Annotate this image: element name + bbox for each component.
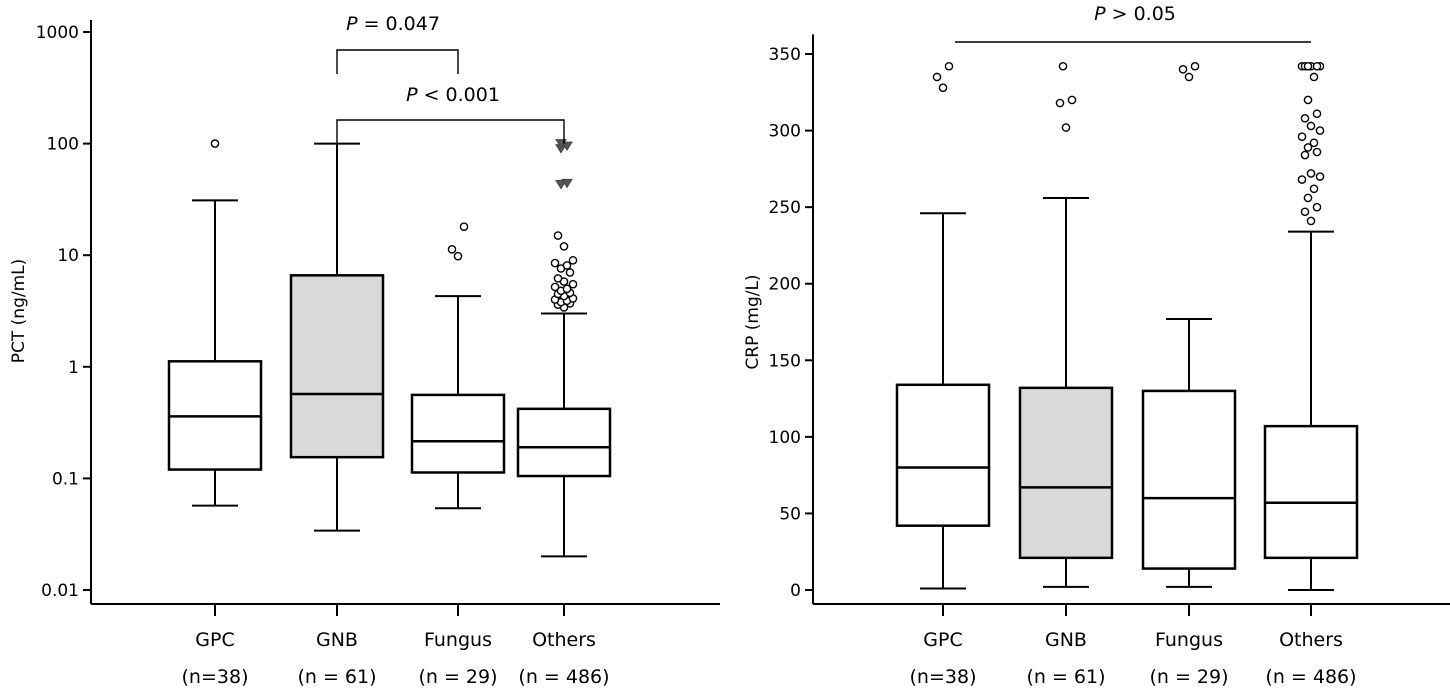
right-y-tick-label: 0 — [790, 581, 801, 601]
left-group-size-label: (n = 61) — [297, 666, 376, 688]
left-outlier — [553, 274, 563, 283]
left-y-tick-label: 0.1 — [52, 469, 79, 489]
left-outlier — [553, 231, 563, 240]
right-outlier — [1309, 138, 1319, 148]
right-outlier — [1303, 61, 1313, 71]
left-y-tick-label: 1000 — [36, 23, 79, 43]
right-outlier — [1315, 126, 1325, 135]
right-box-gpc — [895, 383, 991, 527]
left-category-label: GPC — [195, 629, 234, 651]
right-outlier — [1309, 72, 1319, 82]
right-outlier — [1306, 216, 1316, 226]
left-outlier — [459, 222, 469, 232]
right-outlier — [1055, 98, 1065, 108]
left-group-size-label: (n = 29) — [418, 666, 497, 688]
left-y-axis-title: PCT (ng/mL) — [9, 259, 29, 364]
left-outlier-triangle — [561, 178, 573, 189]
left-outlier — [565, 268, 575, 277]
right-y-tick-label: 300 — [769, 122, 801, 142]
right-outlier — [1303, 143, 1313, 152]
right-y-tick-label: 100 — [769, 428, 801, 448]
right-outlier — [1306, 121, 1316, 131]
left-box-fungus — [410, 393, 506, 474]
left-y-tick-label: 0.01 — [41, 581, 79, 601]
right-outlier — [1067, 95, 1077, 105]
right-outlier — [1300, 150, 1310, 160]
right-outlier — [1312, 147, 1322, 157]
left-outlier — [568, 256, 578, 265]
left-outlier — [550, 258, 560, 268]
right-outlier — [938, 83, 948, 93]
left-category-label: Others — [532, 629, 596, 651]
right-group-size-label: (n=38) — [910, 666, 977, 688]
left-outlier — [210, 139, 220, 148]
right-y-tick-label: 150 — [769, 351, 801, 371]
left-significance-bracket — [336, 119, 565, 144]
right-outlier — [1309, 184, 1319, 194]
right-outlier — [1306, 169, 1316, 178]
right-outlier — [1058, 61, 1068, 71]
left-box-others — [516, 407, 612, 478]
right-outlier — [1297, 175, 1307, 184]
right-y-tick-label: 250 — [769, 198, 801, 218]
right-outlier — [932, 72, 942, 82]
right-outlier — [1178, 65, 1188, 74]
left-box-gnb — [289, 274, 385, 459]
left-outlier — [447, 244, 457, 254]
right-category-label: Others — [1279, 629, 1343, 651]
left-significance-label: P = 0.047 — [346, 13, 440, 35]
right-outlier — [1315, 172, 1325, 181]
left-y-tick-label: 10 — [57, 246, 79, 266]
right-significance-label: P > 0.05 — [1094, 3, 1176, 25]
right-box-gnb — [1018, 386, 1114, 560]
right-outlier — [1297, 132, 1307, 142]
right-outlier — [1303, 95, 1313, 105]
right-group-size-label: (n = 486) — [1265, 666, 1356, 688]
right-outlier — [1312, 109, 1322, 119]
right-outlier — [1061, 123, 1071, 132]
right-outlier — [1184, 72, 1194, 82]
right-group-size-label: (n = 29) — [1149, 666, 1228, 688]
right-y-tick-label: 200 — [769, 275, 801, 295]
left-category-label: Fungus — [424, 629, 492, 651]
left-outlier-triangle — [561, 141, 573, 152]
right-outlier — [1190, 61, 1200, 71]
left-outlier — [453, 251, 463, 261]
left-outlier — [550, 282, 560, 292]
right-outlier — [1312, 61, 1322, 71]
right-outlier — [1312, 202, 1322, 212]
right-box-others — [1263, 424, 1359, 560]
left-outlier — [562, 284, 572, 294]
right-y-tick-label: 50 — [779, 504, 801, 524]
left-group-size-label: (n = 486) — [518, 666, 609, 688]
left-y-tick-label: 100 — [47, 135, 79, 155]
left-outlier — [562, 261, 572, 270]
right-outlier — [1303, 193, 1313, 203]
right-group-size-label: (n = 61) — [1026, 666, 1105, 688]
right-y-tick-label: 350 — [769, 45, 801, 65]
left-significance-label: P < 0.001 — [406, 84, 500, 106]
right-category-label: GPC — [923, 629, 962, 651]
right-category-label: GNB — [1045, 629, 1087, 651]
left-outlier — [559, 242, 569, 251]
right-y-axis-title: CRP (mg/L) — [743, 274, 763, 369]
right-outlier — [944, 61, 954, 71]
left-y-tick-label: 1 — [68, 358, 79, 378]
right-category-label: Fungus — [1155, 629, 1223, 651]
right-outlier — [1300, 114, 1310, 123]
left-group-size-label: (n=38) — [182, 666, 249, 688]
right-outlier — [1300, 207, 1310, 217]
left-significance-bracket — [336, 49, 459, 74]
left-category-label: GNB — [316, 629, 358, 651]
right-box-fungus — [1141, 389, 1237, 570]
left-outlier — [568, 279, 578, 289]
